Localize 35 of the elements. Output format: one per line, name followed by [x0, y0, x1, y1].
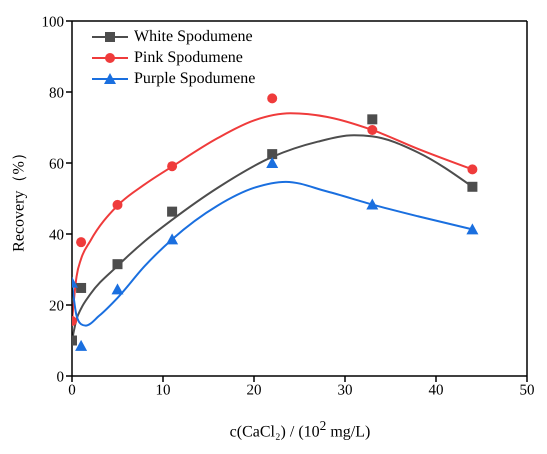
x-axis-title: c(CaCl₂) / (10$^{2}$ mg/L): [228, 418, 372, 442]
point: [76, 237, 86, 248]
point: [467, 164, 478, 174]
legend-label: Purple Spodumene: [134, 69, 256, 89]
y-tick-label: 60: [49, 156, 64, 172]
legend-label: White Spodumene: [134, 27, 253, 47]
point: [112, 200, 122, 210]
y-axis-title: Recovery（%）: [10, 145, 28, 252]
y-tick-label: 100: [42, 14, 64, 30]
point: [367, 124, 378, 135]
point: [112, 259, 122, 270]
point: [366, 198, 378, 210]
point: [167, 206, 178, 217]
x-tick-label: 40: [428, 382, 444, 399]
point: [467, 182, 478, 192]
y-tick-label: 20: [49, 298, 64, 314]
x-tick-label: 20: [246, 382, 262, 399]
y-tick-label: 0: [56, 369, 64, 386]
point: [167, 161, 178, 172]
point: [266, 157, 278, 168]
x-tick-label: 30: [338, 382, 352, 399]
point: [75, 340, 88, 351]
point: [267, 93, 278, 104]
y-tick-label: 40: [49, 227, 64, 244]
point: [367, 114, 378, 124]
x-tick-label: 50: [520, 382, 534, 399]
point: [76, 282, 86, 293]
point: [112, 283, 124, 294]
point: [466, 223, 478, 234]
y-tick-label: 80: [49, 85, 64, 102]
point: [166, 233, 178, 244]
legend-label: Pink Spodumene: [134, 48, 243, 68]
x-tick-label: 10: [156, 382, 170, 399]
point: [267, 149, 278, 160]
x-tick-label: 0: [68, 382, 76, 399]
